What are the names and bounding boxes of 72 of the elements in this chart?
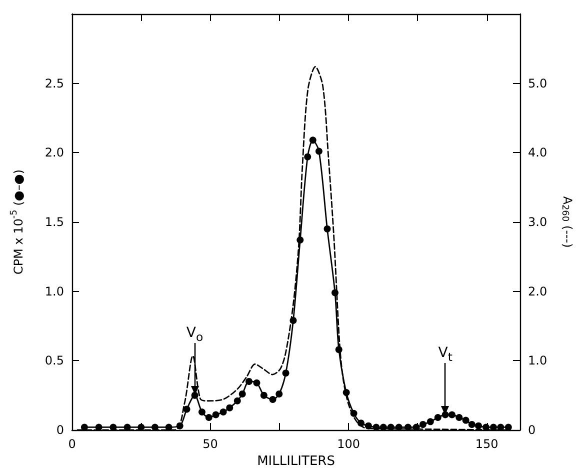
point	[497, 424, 504, 431]
point	[80, 424, 88, 431]
x-tick-label: 50	[202, 437, 218, 451]
x-tick-label: 0	[68, 437, 76, 451]
x-tick-label: 100	[337, 437, 360, 451]
point	[364, 422, 372, 430]
y2-tick-label: 4.0	[528, 146, 548, 160]
point	[490, 424, 497, 431]
volume-note: V$_{o}$	[186, 325, 204, 346]
point	[332, 289, 338, 296]
point	[315, 148, 322, 155]
point	[151, 424, 158, 431]
point	[504, 424, 512, 431]
y-axis-title: CPM x 10-5 (●–●)	[10, 169, 26, 275]
point	[419, 420, 426, 428]
point	[309, 136, 316, 144]
y-tick-label: 1.0	[44, 284, 64, 298]
point	[456, 414, 463, 422]
y-tick-label: 2.5	[44, 76, 64, 90]
point	[260, 392, 268, 399]
point	[290, 316, 297, 324]
point	[124, 424, 131, 431]
point	[165, 424, 172, 431]
point	[395, 424, 402, 431]
point	[226, 404, 234, 412]
y2-axis-title: A260 (---)	[560, 196, 574, 248]
point	[342, 389, 350, 396]
point	[198, 408, 206, 416]
point	[212, 411, 220, 418]
point	[357, 420, 364, 427]
point	[462, 416, 470, 424]
point	[276, 390, 283, 398]
point	[253, 379, 260, 386]
point	[205, 414, 212, 422]
point	[372, 424, 380, 431]
y-tick-label: 1.5	[44, 215, 64, 229]
point	[138, 424, 145, 431]
point	[220, 408, 227, 416]
point	[448, 411, 456, 418]
point	[434, 414, 442, 422]
point	[296, 236, 304, 244]
x-axis-title: MILLILITERS	[257, 454, 335, 469]
point	[468, 420, 476, 428]
point	[234, 397, 241, 404]
point	[426, 418, 434, 426]
point	[95, 424, 102, 431]
point	[269, 396, 276, 403]
y2-tick-label: 1.0	[528, 354, 548, 368]
point	[475, 422, 482, 430]
point	[350, 410, 358, 417]
y2-tick-label: 2.0	[528, 284, 548, 298]
volume-note: V$_{t}$	[438, 344, 452, 365]
y-tick-label: 0	[56, 423, 64, 437]
point	[245, 378, 252, 385]
point	[324, 225, 331, 232]
point	[335, 346, 342, 354]
point	[238, 390, 246, 398]
y-tick-label: 2.0	[44, 146, 64, 160]
point	[380, 424, 387, 431]
y2-tick-label: 3.0	[528, 215, 548, 229]
point	[282, 370, 290, 377]
y2-tick-label: 5.0	[528, 76, 548, 90]
point	[404, 424, 412, 431]
y-tick-label: 0.5	[44, 354, 64, 368]
point	[482, 424, 490, 431]
point	[304, 153, 312, 160]
point	[412, 424, 420, 431]
point	[183, 406, 190, 413]
point	[387, 424, 394, 431]
y2-tick-label: 0	[528, 423, 536, 437]
x-tick-label: 150	[475, 437, 498, 451]
point	[176, 422, 184, 430]
